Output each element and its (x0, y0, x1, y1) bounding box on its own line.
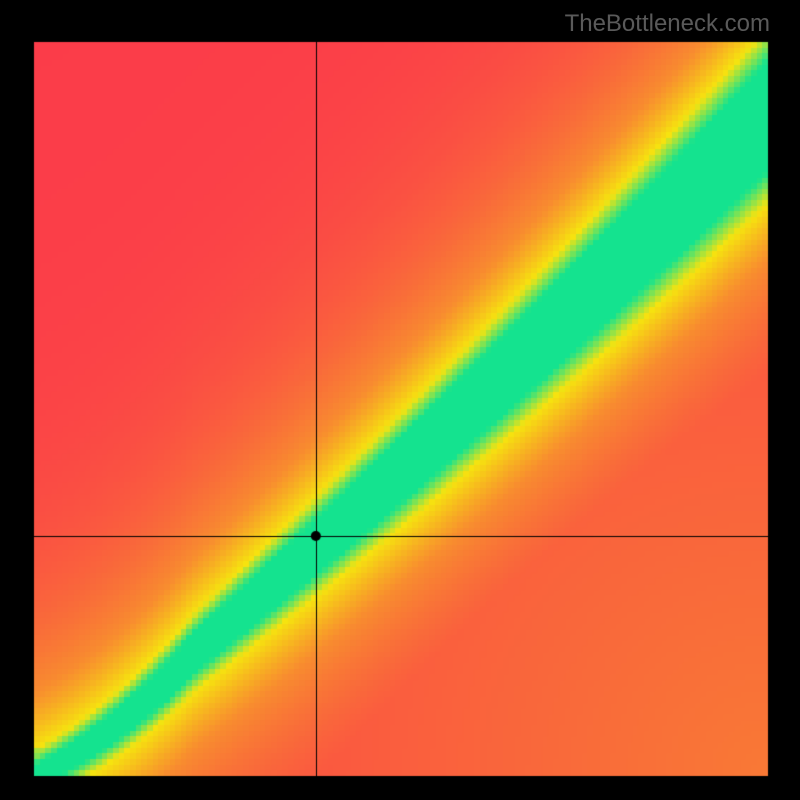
bottleneck-heatmap (0, 0, 800, 800)
watermark-text: TheBottleneck.com (565, 10, 770, 38)
